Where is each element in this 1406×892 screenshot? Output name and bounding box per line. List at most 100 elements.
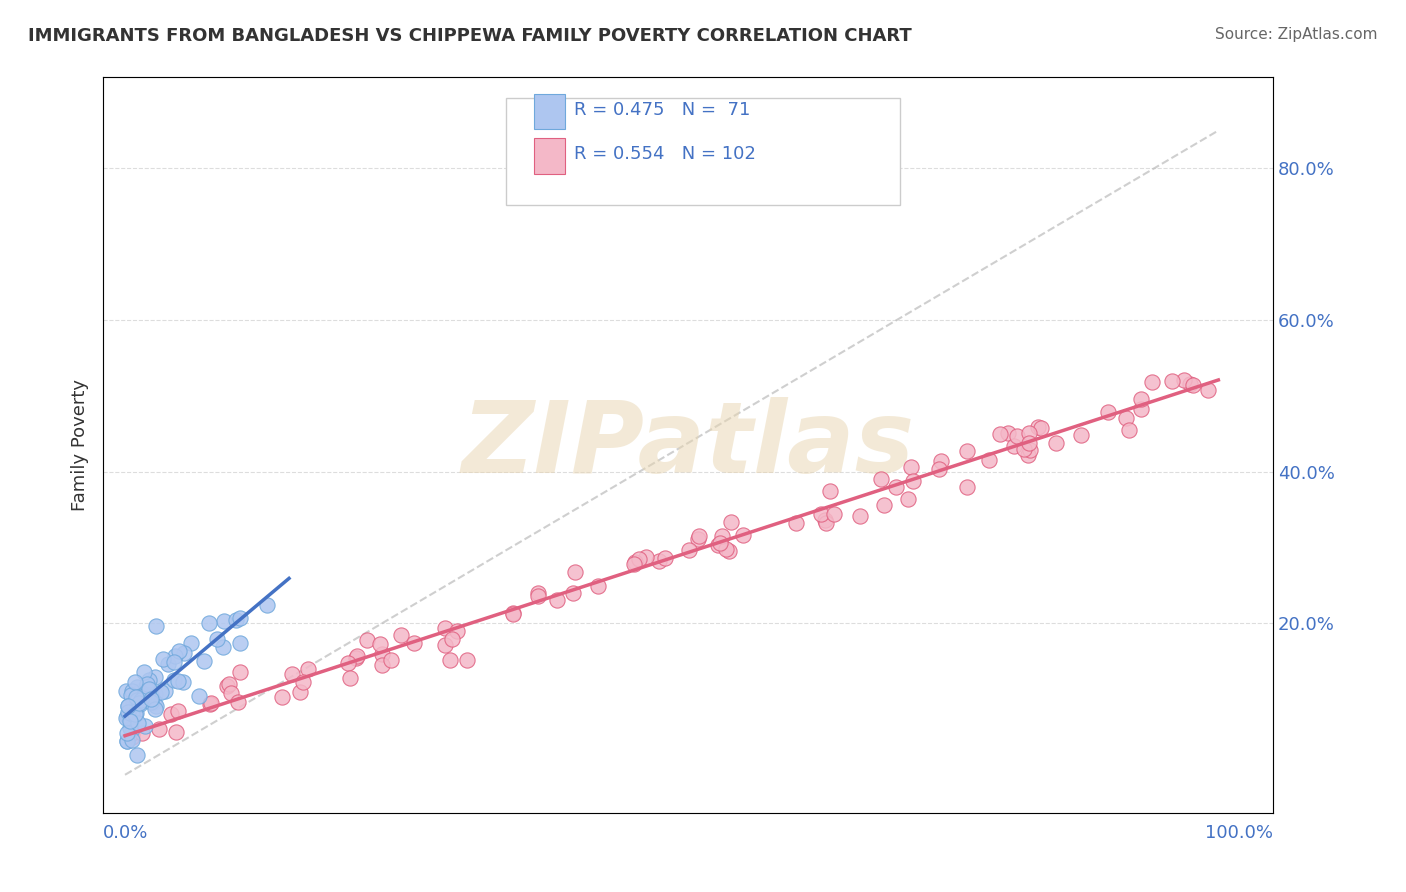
Point [121,707,143,722]
Point [117,705,139,719]
Text: 0.0%: 0.0% [103,824,149,842]
Point [219,686,242,700]
Point [678,543,700,558]
Point [402,635,425,649]
Point [143,702,166,716]
Text: Source: ZipAtlas.com: Source: ZipAtlas.com [1215,27,1378,42]
Point [647,553,669,567]
Point [121,684,143,698]
Point [200,696,222,710]
Point [1019,443,1042,458]
Point [165,724,187,739]
Point [226,695,249,709]
Point [128,696,150,710]
Point [129,684,152,698]
Point [720,515,742,529]
Point [339,671,361,685]
Point [138,673,160,688]
Point [132,690,155,704]
Point [271,690,294,705]
Point [785,516,807,530]
Point [440,632,463,647]
Point [977,453,1000,467]
Point [117,698,139,713]
Point [143,687,166,701]
Point [121,730,143,744]
Point [297,662,319,676]
Point [1181,378,1204,392]
Point [1140,375,1163,389]
Point [120,689,142,703]
Point [636,549,658,564]
Point [900,460,922,475]
Point [562,586,585,600]
Point [138,689,160,703]
Point [1161,374,1184,388]
Point [129,693,152,707]
Point [586,579,609,593]
Y-axis label: Family Poverty: Family Poverty [72,379,89,511]
Point [928,462,950,476]
Point [167,704,190,718]
Point [1178,377,1201,392]
Point [197,616,219,631]
Point [121,725,143,739]
Point [336,656,359,670]
Point [138,682,160,697]
Point [127,716,149,731]
Point [125,706,148,720]
Point [1002,438,1025,452]
Point [225,613,247,627]
Point [433,638,456,652]
Point [152,652,174,666]
Point [709,536,731,550]
Point [371,658,394,673]
Point [368,637,391,651]
Point [121,733,143,747]
Point [121,696,143,710]
Point [155,684,177,698]
Point [180,635,202,649]
Point [229,665,252,680]
Point [1014,442,1036,456]
Point [711,529,734,543]
Point [145,619,167,633]
Point [346,651,368,665]
Point [872,498,894,512]
Point [145,698,167,713]
Point [211,640,233,655]
Point [163,673,186,687]
Point [733,527,755,541]
Point [1045,435,1067,450]
Point [706,538,728,552]
Point [115,726,138,740]
Point [1097,405,1119,419]
Point [148,722,170,736]
Point [288,685,311,699]
Point [162,656,184,670]
Point [502,607,524,622]
Point [118,714,141,729]
Point [256,598,278,612]
Point [623,557,645,571]
Point [869,472,891,486]
Point [627,551,650,566]
Point [127,747,149,762]
Point [115,711,138,725]
Point [173,646,195,660]
Point [218,677,240,691]
Point [118,721,141,735]
Point [849,508,872,523]
Point [193,654,215,668]
Point [143,670,166,684]
Point [167,643,190,657]
Point [198,697,221,711]
Point [115,734,138,748]
Point [124,707,146,722]
Point [956,479,979,493]
Point [129,697,152,711]
Point [434,622,457,636]
Point [217,679,239,693]
Point [1129,401,1152,416]
Point [502,606,524,620]
